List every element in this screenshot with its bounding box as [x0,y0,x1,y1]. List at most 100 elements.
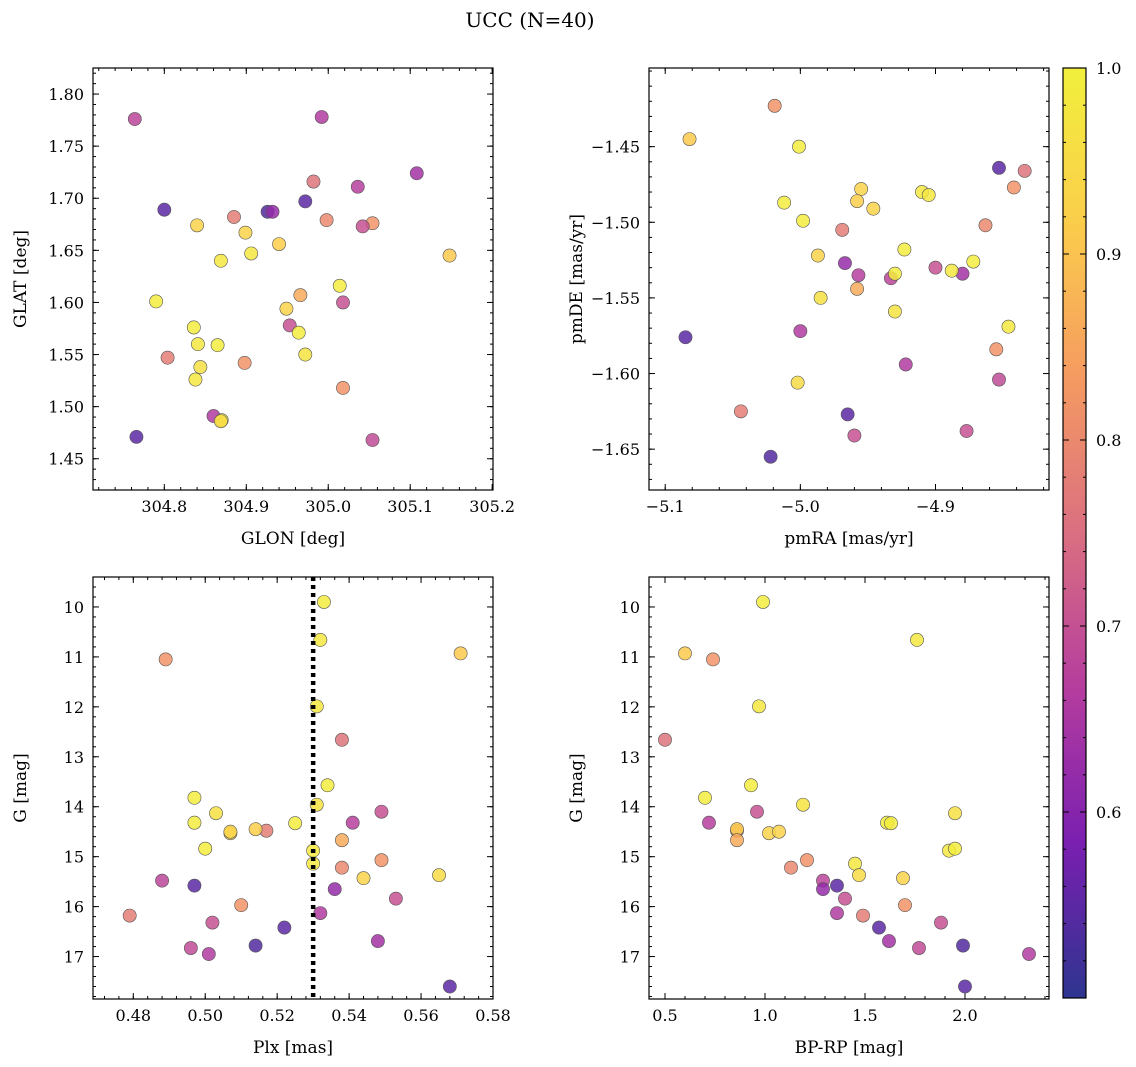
y-tick-label: 13 [620,748,640,767]
data-point [978,218,993,233]
data-point [190,218,204,233]
data-point [796,797,810,812]
x-tick-label: 0.56 [403,1006,439,1025]
data-point [793,324,808,339]
data-point [409,166,424,181]
data-point [800,853,814,868]
panels: 304.8 304.9 305.0 305.1 305.2 1.45 1.50 1.55 1.6… [11,67,1050,1058]
data-point [850,281,865,296]
x-tick-label: 305.0 [305,497,351,516]
data-point [992,372,1006,387]
y-tick-label: 15 [620,848,640,867]
data-point [912,941,926,955]
colorbar-tick-label: 0.8 [1096,431,1121,450]
x-axis-label: pmRA [mas/yr] [784,529,913,549]
data-point [332,278,347,293]
panel-bprp-g: 0.5 1.0 1.5 2.0 10 11 12 13 14 15 16 17 BP-RP [mag] G… [567,576,1050,1058]
data-point [790,375,805,390]
data-point [453,646,468,661]
data-point [898,357,913,372]
data-point [856,908,870,923]
panel-pmra-pmde: −5.1 −5.0 −4.9 −1.65 −1.60 −1.55 −1.50 −1.45 pmR… [567,67,1050,549]
colorbar-frame [1062,67,1087,999]
data-point [898,898,912,913]
data-point [209,806,223,821]
data-point [298,194,313,209]
y-tick-label: −1.55 [591,289,640,308]
colorbar-fill [1063,68,1086,998]
data-point [365,433,380,447]
y-axis-label: GLAT [deg] [11,230,31,328]
data-point [830,878,844,893]
y-tick-label: 1.60 [48,293,84,312]
data-point [756,595,770,609]
data-point [1001,319,1016,334]
data-point [811,248,825,263]
data-point [767,98,782,113]
data-point [155,873,169,888]
data-point [327,882,342,897]
data-point [277,920,292,935]
data-point [272,237,286,251]
y-tick-label: 1.55 [48,346,84,365]
data-point [234,898,249,913]
y-tick-label: 14 [620,798,640,817]
x-axis-label: Plx [mas] [253,1038,333,1058]
data-point [282,318,297,333]
y-tick-label: 12 [64,698,84,717]
data-point [442,248,457,263]
data-point [248,938,263,953]
y-tick-label: 15 [64,848,84,867]
data-point [432,868,446,883]
data-point [1006,180,1021,195]
data-point [921,188,936,202]
y-tick-label: 1.80 [48,85,84,104]
data-point [265,204,280,219]
data-point [882,934,896,948]
data-point [186,320,201,335]
data-point [888,304,902,319]
x-axis-label: GLON [deg] [241,529,345,549]
data-point [388,891,403,906]
data-point [956,938,970,953]
data-point [160,350,175,365]
data-point [928,260,943,275]
data-point [237,355,252,370]
y-tick-label: 12 [620,698,640,717]
x-tick-label: −5.0 [781,497,820,516]
x-tick-label: 305.1 [387,497,433,516]
y-tick-label: 16 [64,898,84,917]
data-point [777,195,792,210]
y-tick-label: −1.60 [591,365,640,384]
data-point [884,816,898,831]
data-point [733,404,748,419]
y-tick-label: 11 [620,648,640,667]
y-tick-label: 1.65 [48,241,84,260]
data-point [317,595,331,609]
x-tick-label: 0.54 [331,1006,367,1025]
data-point [897,242,912,257]
data-point [291,325,306,340]
data-point [238,225,253,240]
data-point [335,833,349,848]
x-tick-label: 0.50 [187,1006,223,1025]
data-point [1022,947,1036,961]
y-tick-label: 10 [620,598,640,617]
y-tick-label: 17 [620,948,640,967]
data-point [336,380,350,395]
data-point [158,652,173,667]
data-point [872,920,886,935]
x-tick-label: 1.0 [752,1006,777,1025]
x-tick-label: 0.52 [259,1006,295,1025]
x-tick-label: 0.48 [115,1006,151,1025]
data-point [796,213,810,228]
data-point [313,906,328,921]
x-tick-label: 0.5 [652,1006,677,1025]
x-tick-label: 0.58 [475,1006,511,1025]
data-point [948,806,962,821]
data-point [350,179,365,194]
data-point [127,112,142,126]
data-point [847,428,862,443]
data-point [813,291,828,305]
